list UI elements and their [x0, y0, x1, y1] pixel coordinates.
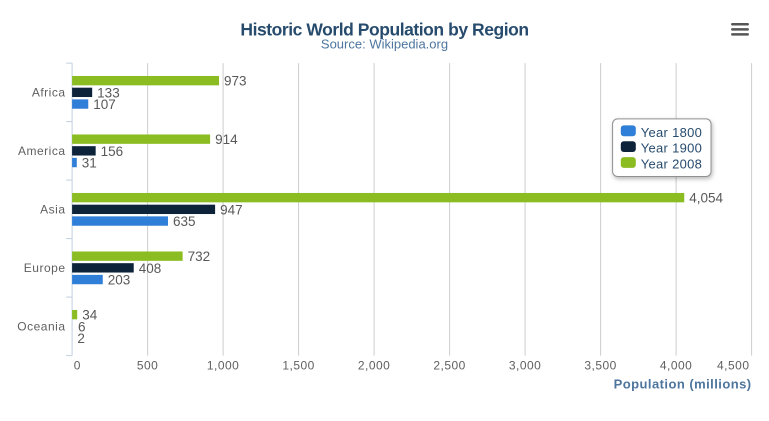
- svg-text:Year 1800: Year 1800: [641, 125, 703, 140]
- svg-text:4,000: 4,000: [660, 359, 693, 373]
- svg-text:Year 2008: Year 2008: [641, 157, 703, 172]
- svg-text:973: 973: [224, 74, 247, 89]
- svg-text:Historic World Population by R: Historic World Population by Region: [240, 19, 528, 39]
- svg-text:6: 6: [78, 319, 86, 334]
- svg-text:635: 635: [173, 214, 196, 229]
- svg-text:156: 156: [101, 144, 124, 159]
- svg-text:1,000: 1,000: [207, 359, 240, 373]
- svg-text:0: 0: [74, 359, 81, 373]
- svg-text:4,054: 4,054: [689, 191, 723, 206]
- svg-text:Population (millions): Population (millions): [614, 377, 752, 392]
- svg-text:2,500: 2,500: [433, 359, 466, 373]
- svg-text:732: 732: [188, 249, 211, 264]
- svg-text:Asia: Asia: [40, 203, 65, 217]
- svg-text:America: America: [18, 144, 66, 158]
- svg-text:Oceania: Oceania: [17, 320, 65, 334]
- svg-text:3,000: 3,000: [509, 359, 542, 373]
- svg-text:Source: Wikipedia.org: Source: Wikipedia.org: [321, 36, 448, 51]
- svg-text:914: 914: [215, 132, 238, 147]
- svg-text:Year 1900: Year 1900: [641, 141, 703, 156]
- svg-text:31: 31: [82, 156, 97, 171]
- svg-text:2: 2: [77, 331, 85, 346]
- svg-text:3,500: 3,500: [584, 359, 617, 373]
- svg-text:1,500: 1,500: [282, 359, 315, 373]
- svg-text:Africa: Africa: [32, 86, 66, 100]
- svg-text:408: 408: [139, 261, 162, 276]
- svg-text:947: 947: [220, 202, 243, 217]
- svg-text:Europe: Europe: [24, 261, 66, 275]
- svg-text:107: 107: [93, 97, 116, 112]
- svg-text:203: 203: [108, 273, 131, 288]
- svg-text:133: 133: [97, 85, 120, 100]
- svg-text:4,500: 4,500: [717, 359, 750, 373]
- svg-text:34: 34: [82, 308, 98, 323]
- svg-text:2,000: 2,000: [358, 359, 391, 373]
- svg-text:500: 500: [137, 359, 159, 373]
